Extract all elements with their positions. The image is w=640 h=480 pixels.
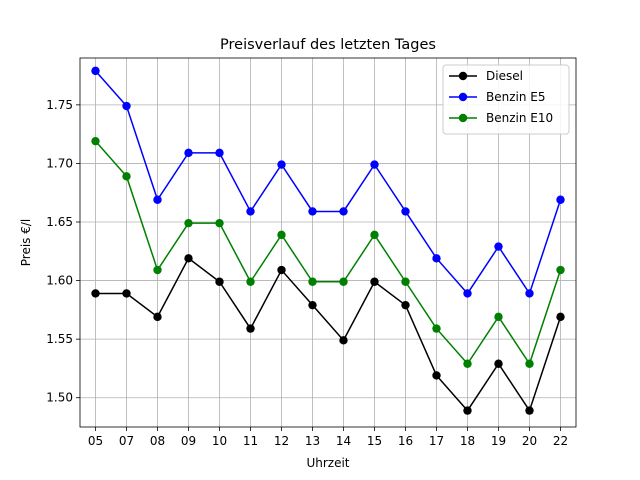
legend: Diesel Benzin E5 Benzin E10: [442, 64, 570, 135]
data-point: [432, 254, 441, 263]
legend-marker: [458, 113, 468, 123]
data-point: [401, 300, 410, 310]
series-line: [94, 70, 562, 296]
data-point: [525, 359, 534, 368]
y-tick-label: 1.50: [46, 391, 73, 405]
x-tick-label: 17: [429, 434, 444, 448]
x-tick-label: 18: [460, 434, 475, 448]
data-point: [277, 230, 286, 240]
x-tick-label: 09: [181, 434, 196, 448]
data-point: [463, 359, 472, 368]
data-point: [556, 195, 565, 204]
series-layer: [91, 66, 565, 415]
x-tick-label: 11: [243, 434, 258, 448]
data-point: [184, 148, 193, 158]
data-point: [246, 324, 255, 333]
legend-item: Diesel: [449, 69, 523, 83]
data-point: [463, 289, 472, 298]
data-point: [277, 265, 286, 275]
legend-item: Benzin E5: [449, 90, 546, 104]
data-point: [153, 312, 162, 322]
data-point: [215, 218, 224, 228]
data-point: [153, 195, 162, 204]
data-point: [246, 207, 255, 216]
data-point: [370, 277, 379, 286]
series-line: [94, 140, 562, 366]
data-point: [339, 277, 348, 286]
x-tick-label: 19: [491, 434, 506, 448]
data-point: [401, 207, 410, 216]
data-point: [494, 312, 503, 322]
data-point: [494, 242, 503, 251]
y-tick-label: 1.75: [46, 98, 73, 112]
data-point: [432, 371, 441, 380]
legend-label: Benzin E10: [486, 111, 553, 125]
legend-item: Benzin E10: [449, 111, 553, 125]
data-point: [246, 277, 255, 286]
series-line: [95, 257, 562, 413]
legend-label: Diesel: [486, 69, 523, 83]
data-point: [556, 312, 565, 322]
data-point: [463, 406, 472, 415]
data-point: [556, 265, 565, 275]
legend-marker: [458, 71, 468, 81]
x-tick-label: 10: [212, 434, 227, 448]
data-point: [91, 136, 100, 146]
data-point: [339, 336, 348, 345]
data-point: [122, 172, 131, 181]
data-point: [184, 218, 193, 228]
x-tick-label: 07: [119, 434, 134, 448]
data-point: [184, 254, 193, 263]
x-tick-label: 15: [367, 434, 382, 448]
chart-title: Preisverlauf des letzten Tages: [220, 37, 436, 53]
data-point: [401, 277, 410, 286]
y-tick-label: 1.65: [46, 215, 73, 229]
x-tick-label: 05: [88, 434, 103, 448]
x-tick-label: 12: [274, 434, 289, 448]
data-point: [308, 207, 317, 216]
legend-label: Benzin E5: [486, 90, 546, 104]
x-tick-label: 16: [398, 434, 413, 448]
series-benzin-e10: [91, 136, 565, 368]
y-tick-label: 1.60: [46, 274, 73, 288]
x-axis-label: Uhrzeit: [306, 456, 349, 470]
data-point: [308, 300, 317, 310]
axis-ticks: 05 07 08 09 10 11 12 13 14 15 16 17 18 19 20 22 1.50 1.55…: [46, 98, 568, 448]
data-point: [525, 406, 534, 415]
data-point: [215, 148, 224, 158]
y-tick-label: 1.70: [46, 156, 73, 170]
y-axis-label: Preis €/l: [19, 219, 33, 267]
series-benzin-e5: [91, 66, 565, 298]
series-diesel: [91, 254, 565, 415]
x-tick-label: 08: [150, 434, 165, 448]
data-point: [525, 289, 534, 298]
data-point: [122, 101, 131, 111]
x-tick-label: 13: [305, 434, 320, 448]
data-point: [122, 289, 131, 298]
data-point: [91, 289, 100, 298]
data-point: [432, 324, 441, 333]
data-point: [153, 265, 162, 275]
data-point: [339, 207, 348, 216]
data-point: [370, 160, 379, 169]
legend-box: [442, 64, 570, 135]
data-point: [91, 66, 100, 76]
x-tick-label: 14: [336, 434, 351, 448]
x-tick-label: 22: [553, 434, 568, 448]
data-point: [215, 277, 224, 286]
data-point: [277, 160, 286, 169]
data-point: [308, 277, 317, 286]
legend-marker: [458, 92, 468, 102]
data-point: [494, 359, 503, 368]
x-tick-label: 20: [522, 434, 537, 448]
plot-frame: [79, 57, 577, 428]
data-point: [370, 230, 379, 240]
y-tick-label: 1.55: [46, 332, 73, 346]
